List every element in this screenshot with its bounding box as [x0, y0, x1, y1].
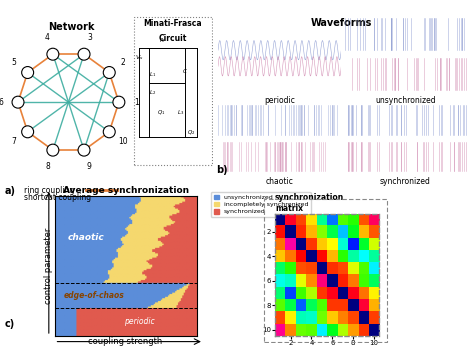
Circle shape — [47, 48, 59, 60]
Text: $L_3$: $L_3$ — [177, 108, 185, 117]
Text: 4: 4 — [45, 33, 50, 42]
Text: $L_1$: $L_1$ — [149, 70, 156, 78]
Text: 9: 9 — [87, 162, 92, 171]
Text: 3: 3 — [87, 33, 92, 42]
Circle shape — [22, 66, 34, 78]
Text: R: R — [160, 38, 164, 43]
Circle shape — [47, 144, 59, 156]
Title: Average synchronization: Average synchronization — [63, 186, 189, 195]
Text: 2: 2 — [121, 58, 126, 67]
Text: edge-of-chaos: edge-of-chaos — [64, 291, 125, 300]
Circle shape — [78, 144, 90, 156]
Y-axis label: control parameter: control parameter — [44, 228, 53, 304]
Text: b): b) — [216, 165, 228, 175]
Text: $Q_2$: $Q_2$ — [187, 128, 195, 137]
Circle shape — [78, 48, 90, 60]
Text: Minati-Frasca: Minati-Frasca — [144, 19, 202, 28]
Text: periodic: periodic — [125, 317, 155, 327]
Text: $V_s$: $V_s$ — [135, 52, 144, 62]
Text: chaotic: chaotic — [67, 233, 104, 243]
Circle shape — [103, 66, 115, 78]
Text: 8: 8 — [45, 162, 50, 171]
Title: Network: Network — [48, 22, 94, 32]
Text: a): a) — [5, 186, 16, 196]
Text: $Q_1$: $Q_1$ — [157, 108, 165, 117]
Text: $L_2$: $L_2$ — [149, 88, 156, 97]
Text: c): c) — [5, 319, 15, 329]
Text: 5: 5 — [11, 58, 16, 67]
X-axis label: coupling strength: coupling strength — [89, 337, 163, 346]
Text: 10: 10 — [118, 138, 128, 146]
Text: ring coupling: ring coupling — [24, 186, 74, 195]
Text: unsynchronized: unsynchronized — [375, 96, 436, 105]
Text: synchronized: synchronized — [380, 177, 431, 186]
Text: Circuit: Circuit — [159, 34, 187, 43]
Text: 6: 6 — [0, 98, 3, 107]
Circle shape — [22, 126, 34, 138]
Text: synchronization
matrix: synchronization matrix — [275, 193, 344, 213]
Text: 7: 7 — [11, 138, 16, 146]
Text: 1: 1 — [134, 98, 138, 107]
Circle shape — [12, 96, 24, 108]
Legend: unsynchronized, incompletely synchronized, synchronized: unsynchronized, incompletely synchronize… — [211, 192, 311, 217]
Text: chaotic: chaotic — [266, 177, 293, 186]
Text: shortcut coupling: shortcut coupling — [24, 193, 91, 202]
Circle shape — [103, 126, 115, 138]
Text: periodic: periodic — [264, 96, 295, 105]
Circle shape — [113, 96, 125, 108]
Text: Waveforms: Waveforms — [310, 18, 372, 28]
Text: $C$: $C$ — [182, 66, 188, 75]
